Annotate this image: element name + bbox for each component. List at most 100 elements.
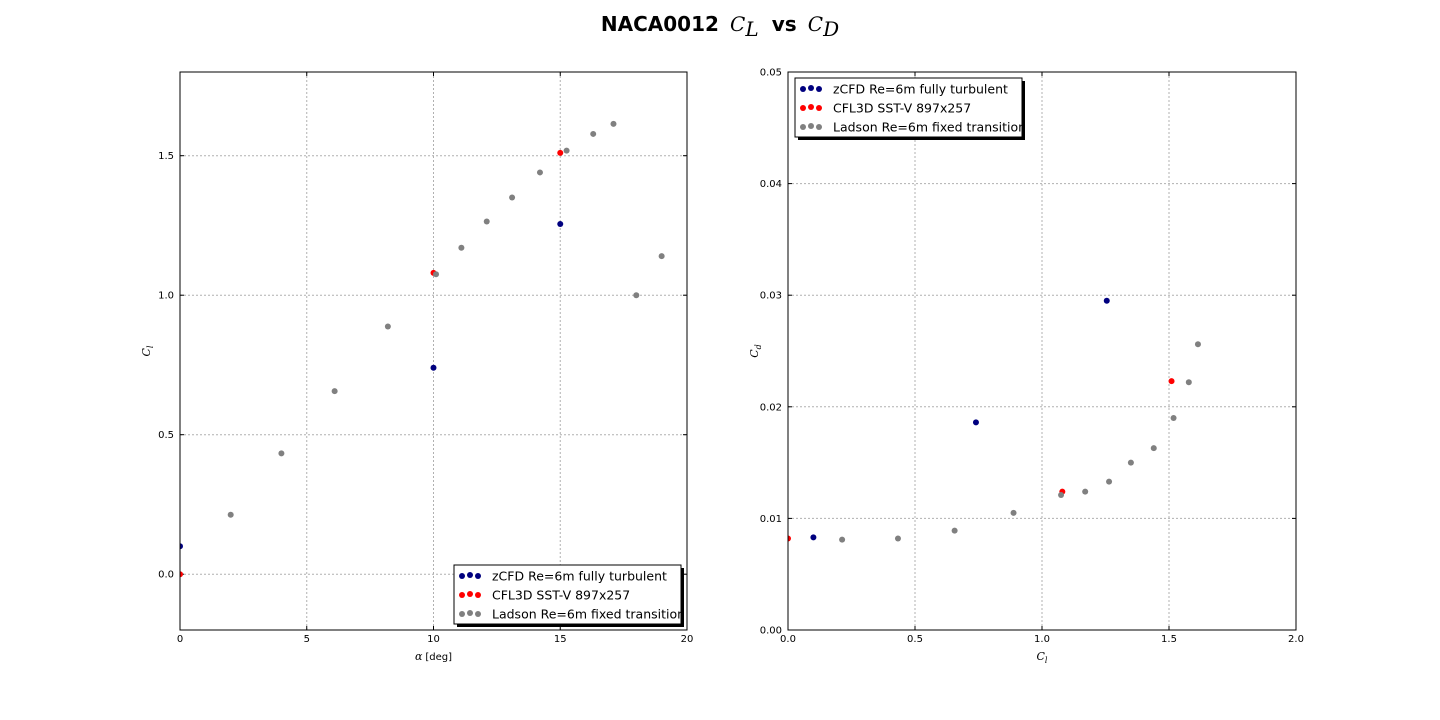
- legend-marker-ladson: [459, 611, 465, 617]
- x-tick-label: 0.5: [907, 634, 923, 645]
- title-var2: C: [808, 12, 823, 36]
- data-point-zcfd: [972, 419, 979, 426]
- y-tick-label: 0.03: [760, 291, 782, 302]
- x-axis-label: α [deg]: [415, 650, 452, 663]
- y-tick-label: 0.02: [760, 402, 782, 413]
- data-point-zcfd: [810, 534, 817, 541]
- legend-label-ladson: Ladson Re=6m fixed transition: [492, 607, 685, 622]
- data-point-ladson: [536, 169, 543, 176]
- data-point-ladson: [610, 120, 617, 127]
- y-axis-subscript: l: [146, 345, 155, 348]
- legend-marker-zcfd: [475, 573, 481, 579]
- data-point-cfl3d: [1168, 378, 1175, 385]
- legend-marker-ladson: [467, 610, 473, 616]
- legend-marker-cfl3d: [800, 105, 806, 111]
- legend-marker-ladson: [808, 123, 814, 129]
- cd-vs-cl-chart: 0.0 0.5 1.0 1.5 2.0 0.00 0.01 0.02 0.03 0.04 0.05 C…: [748, 68, 1304, 666]
- legend-marker-cfl3d: [808, 104, 814, 110]
- legend-marker-zcfd: [459, 573, 465, 579]
- x-tick-label: 10: [427, 634, 440, 645]
- data-point-cfl3d: [557, 149, 564, 156]
- y-tick-label: 0.04: [760, 179, 782, 190]
- legend-marker-zcfd: [808, 85, 814, 91]
- legend-label-zcfd: zCFD Re=6m fully turbulent: [492, 569, 667, 584]
- legend-marker-cfl3d: [816, 105, 822, 111]
- x-tick-label: 15: [554, 634, 567, 645]
- data-point-ladson: [227, 511, 234, 518]
- data-point-ladson: [894, 535, 901, 542]
- legend-label-cfl3d: CFL3D SST-V 897x257: [492, 588, 630, 603]
- data-point-ladson: [590, 130, 597, 137]
- data-point-zcfd: [557, 221, 564, 228]
- data-point-ladson: [509, 194, 516, 201]
- data-point-ladson: [1194, 341, 1201, 348]
- x-tick-label: 20: [681, 634, 694, 645]
- data-point-cfl3d: [180, 571, 183, 578]
- x-axis-symbol: α: [415, 650, 423, 663]
- plot-frame: [179, 71, 688, 631]
- y-axis-symbol: C: [748, 349, 761, 358]
- y-tick-label: 1.5: [158, 151, 174, 162]
- data-point-ladson: [1150, 445, 1157, 452]
- title-prefix: NACA0012: [601, 12, 719, 36]
- legend-label-zcfd: zCFD Re=6m fully turbulent: [833, 82, 1008, 97]
- title-var2-sub: D: [822, 17, 839, 41]
- y-tick-label: 0.0: [158, 570, 174, 581]
- data-point-ladson: [658, 253, 665, 260]
- data-point-zcfd: [180, 543, 183, 550]
- y-axis-label: Cl: [140, 345, 155, 356]
- y-tick-label: 0.01: [760, 514, 782, 525]
- legend-label-ladson: Ladson Re=6m fixed transition: [833, 120, 1026, 135]
- data-point-ladson: [563, 147, 570, 154]
- legend-marker-zcfd: [467, 572, 473, 578]
- y-tick-label: 0.05: [760, 68, 782, 79]
- data-point-ladson: [839, 536, 846, 543]
- legend-marker-ladson: [475, 611, 481, 617]
- x-tick-label: 2.0: [1288, 634, 1304, 645]
- legend-box: [794, 77, 1023, 138]
- data-point-ladson: [1082, 488, 1089, 495]
- title-var1: C: [730, 12, 745, 36]
- x-tick-label: 1.5: [1161, 634, 1177, 645]
- data-point-ladson: [1185, 379, 1192, 386]
- plot-frame: [787, 71, 1297, 631]
- data-point-ladson: [1010, 509, 1017, 516]
- legend-marker-zcfd: [816, 86, 822, 92]
- data-point-ladson: [1127, 459, 1134, 466]
- legend: zCFD Re=6m fully turbulent CFL3D SST-V 89…: [453, 564, 685, 627]
- data-point-ladson: [1106, 478, 1113, 485]
- legend-marker-cfl3d: [467, 591, 473, 597]
- x-axis-symbol: C: [1037, 650, 1046, 663]
- x-axis-subscript: l: [1045, 656, 1048, 665]
- legend-marker-zcfd: [800, 86, 806, 92]
- x-tick-label: 5: [304, 634, 310, 645]
- data-point-zcfd: [1103, 297, 1110, 304]
- x-axis-unit: [deg]: [425, 652, 452, 663]
- data-point-ladson: [458, 244, 465, 251]
- y-tick-label: 1.0: [158, 291, 174, 302]
- x-tick-label: 0.0: [780, 634, 796, 645]
- data-point-ladson: [1170, 414, 1177, 421]
- data-point-ladson: [951, 527, 958, 534]
- y-tick-label: 0.5: [158, 430, 174, 441]
- y-axis-symbol: C: [140, 347, 153, 356]
- legend-marker-ladson: [816, 124, 822, 130]
- legend-label-cfl3d: CFL3D SST-V 897x257: [833, 101, 971, 116]
- x-tick-label: 1.0: [1034, 634, 1050, 645]
- legend-marker-ladson: [800, 124, 806, 130]
- title-var1-sub: L: [744, 17, 758, 41]
- y-tick-label: 0.00: [760, 626, 782, 637]
- legend-marker-cfl3d: [475, 592, 481, 598]
- cl-vs-alpha-chart: 0 5 10 15 20 0.0 0.5 1.0 1.5 α [deg] Cl zCFD Re=6m f…: [140, 71, 694, 663]
- figure-title: NACA0012 CL vs CD: [601, 12, 839, 41]
- y-axis-subscript: d: [754, 344, 763, 349]
- legend-marker-cfl3d: [459, 592, 465, 598]
- data-point-cfl3d: [788, 535, 791, 542]
- x-axis-label: Cl: [1037, 650, 1048, 665]
- data-point-zcfd: [430, 364, 437, 371]
- x-tick-label: 0: [177, 634, 183, 645]
- data-points: [180, 120, 665, 578]
- data-point-ladson: [633, 292, 640, 299]
- data-point-ladson: [483, 218, 490, 225]
